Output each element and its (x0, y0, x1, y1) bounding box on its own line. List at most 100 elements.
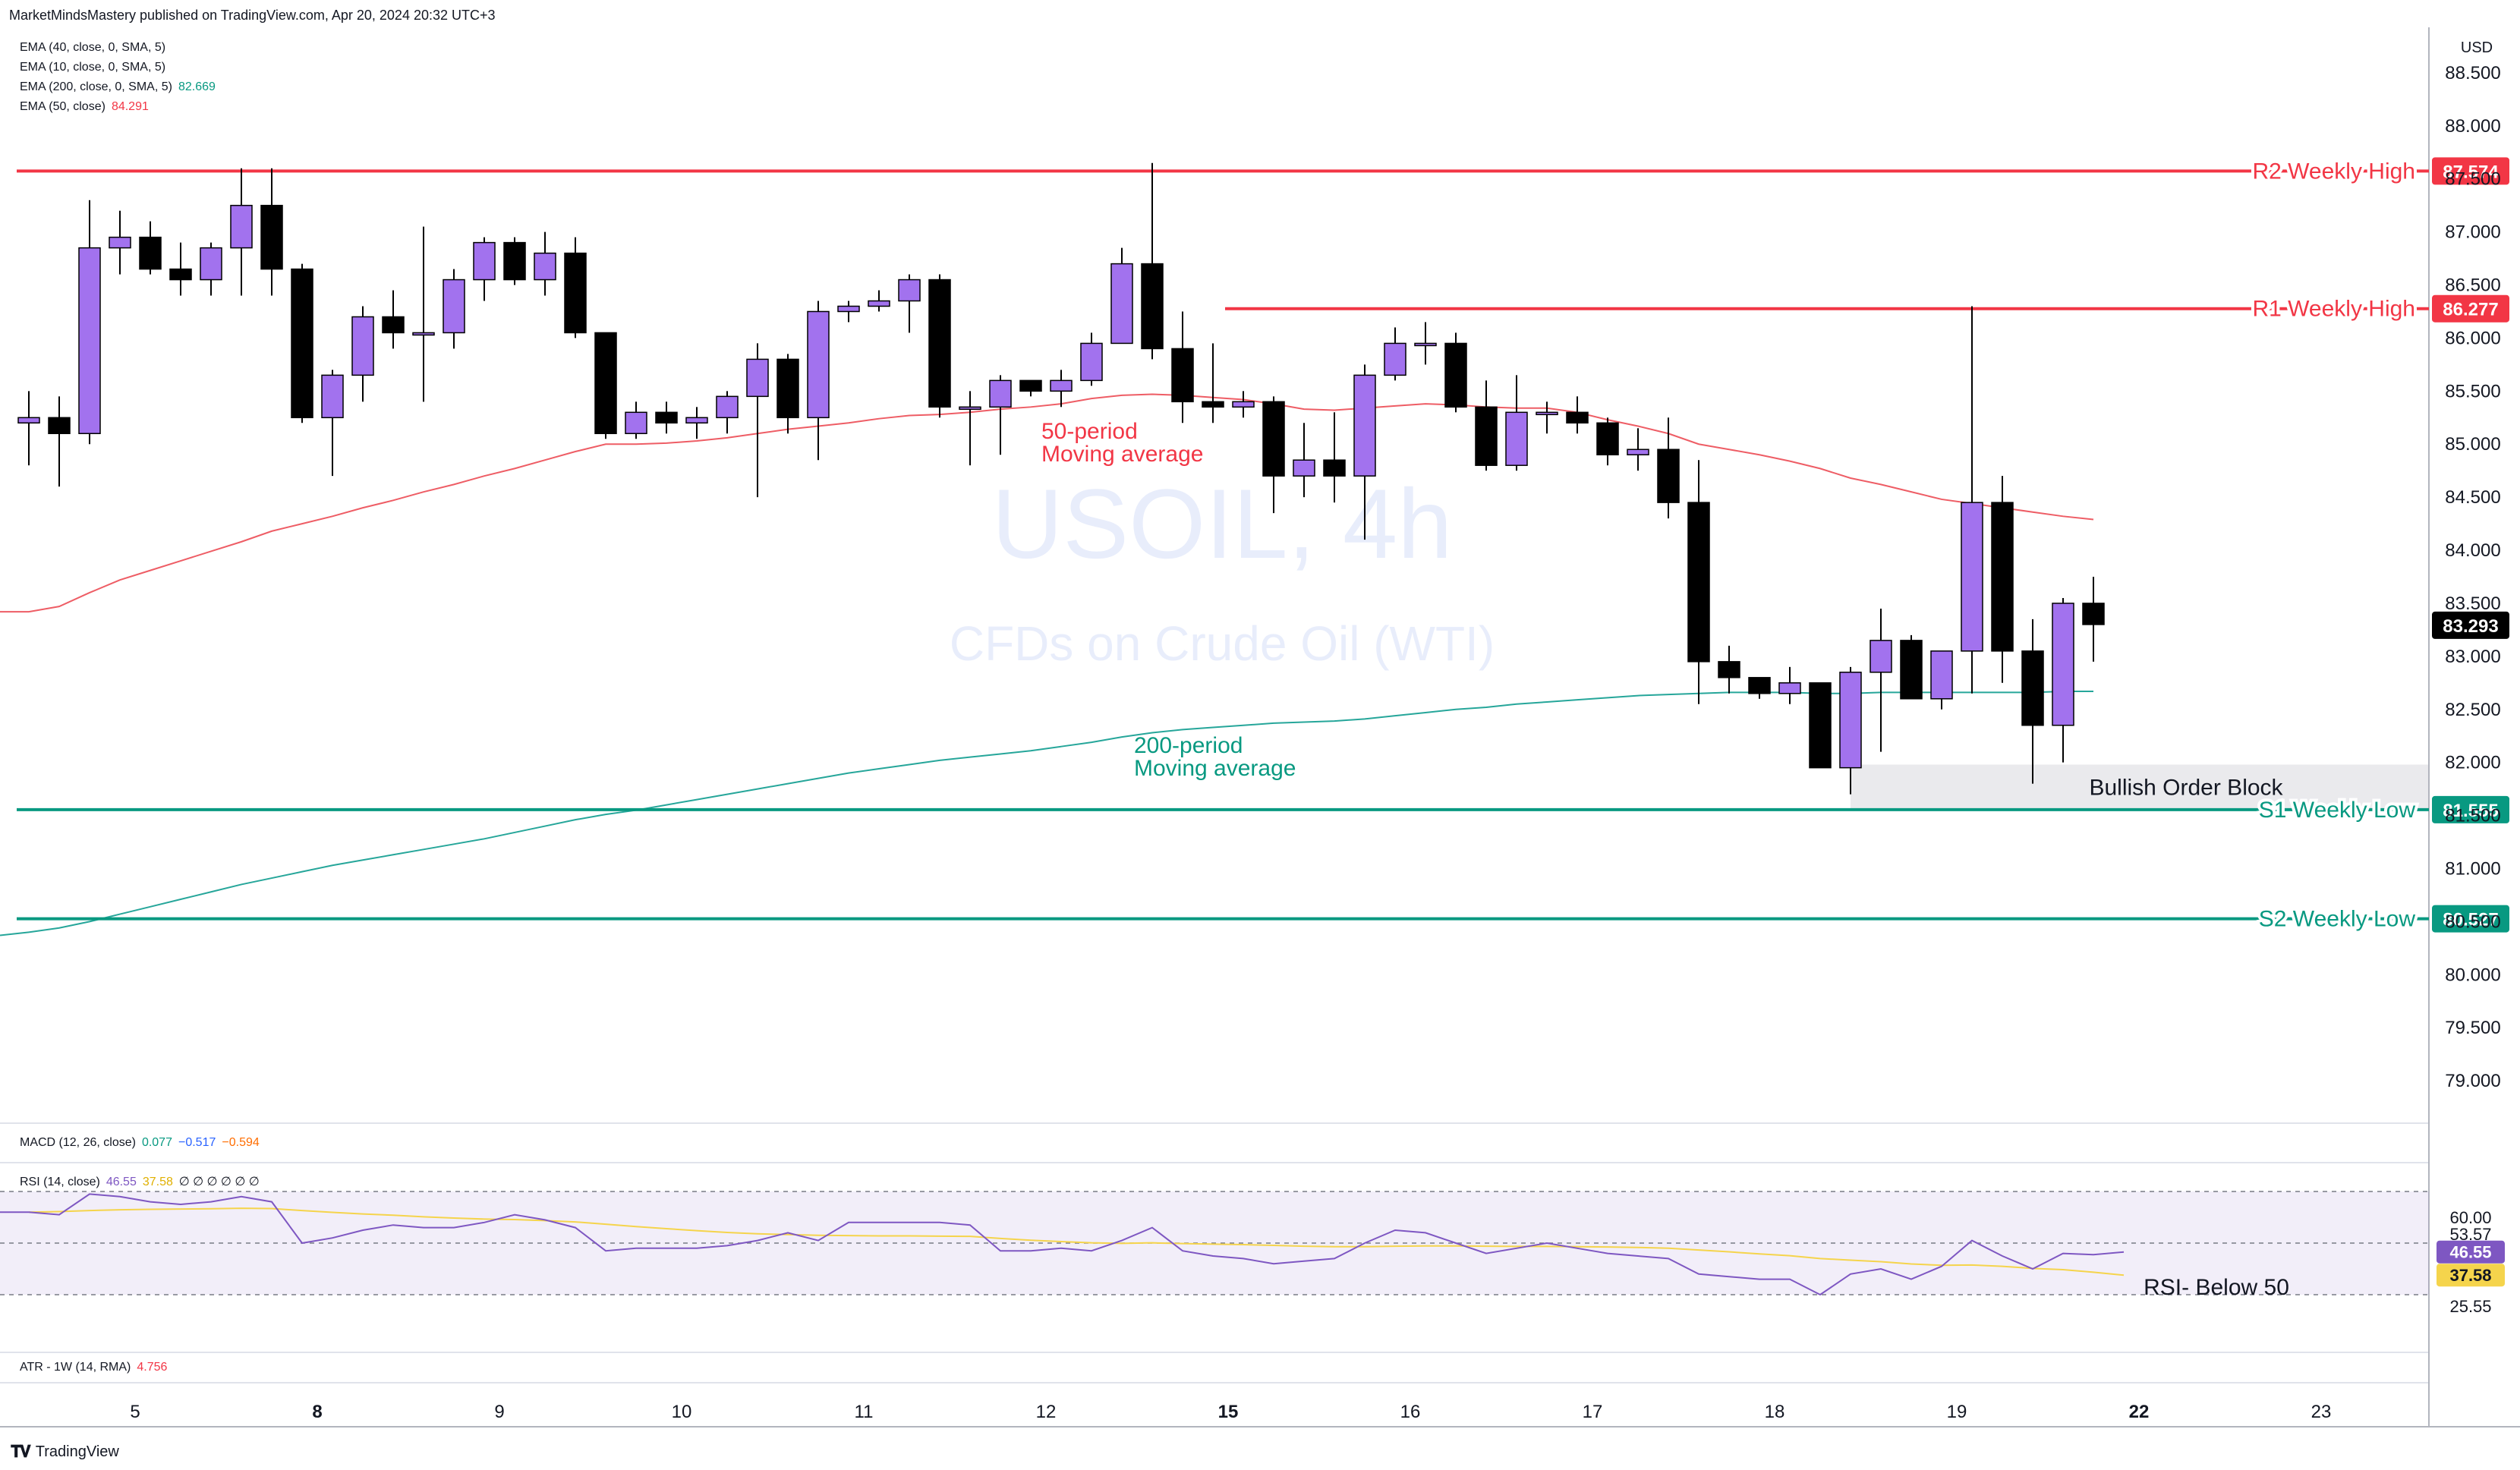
ema200-annotation-line2: Moving average (1134, 756, 1296, 781)
price-tick: 82.000 (2445, 753, 2500, 773)
candle-body (807, 310, 830, 419)
legend-atr-value: 4.756 (137, 1361, 168, 1374)
price-tick: 84.500 (2445, 487, 2500, 508)
level-tag-bg-0 (2432, 157, 2509, 185)
level-label-2: S1 Weekly Low (2259, 798, 2416, 823)
candle-body (1171, 348, 1194, 403)
watermark-symbol: USOIL, 4h (992, 468, 1453, 579)
candle-body (1809, 682, 1832, 769)
last-price-tag: 83.293 (2443, 616, 2498, 637)
ema200-line-start (0, 931, 30, 936)
price-tick: 83.000 (2445, 647, 2500, 667)
candle-body (1596, 422, 1619, 455)
candle-body (1323, 459, 1346, 477)
currency-label[interactable]: USD (2460, 39, 2493, 56)
price-tick: 88.000 (2445, 116, 2500, 137)
legend-ema200-label: EMA (200, close, 0, SMA, 5) (20, 80, 172, 93)
level-tag-bg-1 (2432, 294, 2509, 323)
candle-body (928, 279, 951, 408)
candle-body (1627, 449, 1649, 455)
legend-rsi-label: RSI (14, close) (20, 1176, 100, 1188)
candle-body (716, 395, 739, 419)
candle-body (2021, 650, 2044, 726)
price-tick: 86.000 (2445, 328, 2500, 348)
price-tick: 87.000 (2445, 222, 2500, 243)
price-tick: 83.500 (2445, 593, 2500, 614)
ema200-annotation-line1: 200-period (1134, 733, 1243, 758)
candle-body (1566, 411, 1589, 424)
candle-body (443, 279, 465, 334)
time-tick: 12 (1036, 1402, 1057, 1422)
time-tick: 16 (1400, 1402, 1421, 1422)
time-tick: 5 (130, 1402, 140, 1422)
rsi-tick: 25.55 (2449, 1297, 2491, 1316)
time-tick: 18 (1765, 1402, 1785, 1422)
level-tag-bg-3 (2432, 905, 2509, 933)
price-tick: 81.000 (2445, 858, 2500, 879)
time-tick: 17 (1583, 1402, 1603, 1422)
candle-body (1505, 411, 1528, 466)
time-tick: 11 (855, 1402, 874, 1422)
price-tick: 88.500 (2445, 63, 2500, 83)
price-tick: 86.500 (2445, 275, 2500, 296)
candle-body (1870, 640, 1892, 673)
candle-body (382, 316, 405, 334)
candle-body (139, 236, 162, 270)
order-block-zone (1851, 764, 2429, 810)
candle-body (2052, 603, 2074, 726)
level-tag-1: 86.277 (2443, 300, 2498, 320)
legend-rsi-v1: 46.55 (106, 1176, 137, 1188)
candle-body (1141, 263, 1164, 350)
publish-header: MarketMindsMastery published on TradingV… (9, 8, 496, 23)
candle-body (746, 358, 769, 398)
rsi-ma-line (28, 1207, 2125, 1276)
legend-macd-v1: 0.077 (141, 1136, 172, 1149)
legend-ema50[interactable]: EMA (50, close) 84.291 (20, 100, 149, 114)
candle-body (1019, 379, 1042, 392)
legend-atr[interactable]: ATR - 1W (14, RMA) 4.756 (20, 1361, 167, 1374)
price-tick: 80.000 (2445, 965, 2500, 985)
candle-body (1080, 342, 1103, 382)
time-tick: 15 (1218, 1402, 1239, 1422)
candle-body (1839, 672, 1862, 769)
legend-atr-label: ATR - 1W (14, RMA) (20, 1361, 131, 1374)
legend-ema40[interactable]: EMA (40, close, 0, SMA, 5) (20, 41, 165, 55)
price-tick: 80.500 (2445, 911, 2500, 932)
time-tick: 19 (1947, 1402, 1967, 1422)
candle-body (1536, 411, 1558, 416)
candle-body (685, 417, 708, 424)
candle-body (291, 268, 313, 419)
rsi-line (0, 1193, 2125, 1296)
candle-body (868, 300, 890, 307)
legend-ema50-value: 84.291 (111, 100, 149, 113)
price-tick: 79.000 (2445, 1071, 2500, 1091)
legend-macd[interactable]: MACD (12, 26, close) 0.077 −0.517 −0.594 (20, 1136, 260, 1150)
rsi-annotation: RSI- Below 50 (2144, 1275, 2289, 1300)
candle-body (1900, 640, 1923, 700)
price-tick: 84.000 (2445, 540, 2500, 561)
legend-macd-v3: −0.594 (222, 1136, 260, 1149)
level-tag-2: 81.555 (2443, 801, 2498, 821)
tradingview-logo-icon: 𝐓𝐕 (11, 1442, 31, 1461)
candle-body (1687, 502, 1710, 663)
candle-body (594, 332, 617, 435)
rsi-tick: 60.00 (2449, 1208, 2491, 1227)
candle-body (78, 247, 101, 435)
tradingview-brand[interactable]: 𝐓𝐕 TradingView (11, 1442, 119, 1462)
rsi-tag: 46.55 (2449, 1243, 2491, 1262)
legend-ema200[interactable]: EMA (200, close, 0, SMA, 5) 82.669 (20, 80, 216, 94)
time-tick: 23 (2311, 1402, 2332, 1422)
candle-body (1384, 342, 1406, 376)
level-tag-0: 87.574 (2443, 162, 2499, 182)
legend-ema10[interactable]: EMA (10, close, 0, SMA, 5) (20, 61, 165, 74)
ema50-annotation-line1: 50-period (1041, 419, 1138, 444)
candle-body (473, 241, 496, 281)
legend-rsi[interactable]: RSI (14, close) 46.55 37.58 ∅ ∅ ∅ ∅ ∅ ∅ (20, 1174, 260, 1189)
candle-body (109, 236, 131, 249)
candle-body (1232, 401, 1255, 408)
candle-body (1475, 406, 1498, 466)
level-label-1: R1 Weekly High (2252, 297, 2415, 322)
candle-body (1930, 650, 1953, 700)
price-tick: 82.500 (2445, 700, 2500, 720)
